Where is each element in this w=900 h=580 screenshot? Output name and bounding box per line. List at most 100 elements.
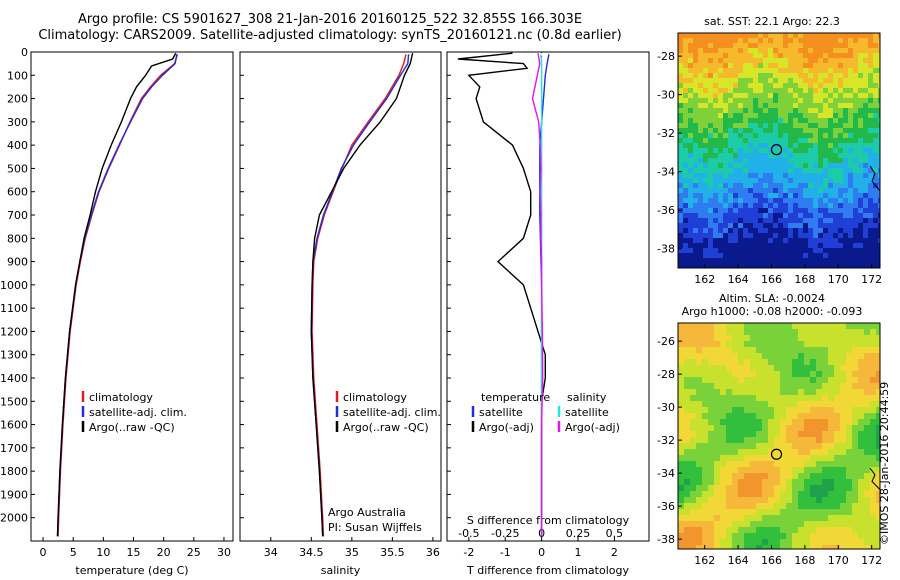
map-cell — [708, 173, 713, 178]
map-cell — [823, 148, 828, 153]
map-cell — [804, 341, 810, 347]
map-cell — [720, 407, 726, 413]
map-cell — [788, 188, 793, 193]
map-cell — [864, 533, 870, 539]
map-cell — [804, 419, 810, 425]
map-cell — [690, 449, 696, 455]
map-cell — [858, 479, 864, 485]
map-cell — [870, 485, 876, 491]
map-cell — [813, 103, 818, 108]
map-cell — [762, 419, 768, 425]
map-cell — [823, 253, 828, 258]
map-cell — [818, 123, 823, 128]
map-cell — [840, 365, 846, 371]
map-cell — [783, 53, 788, 58]
map-cell — [804, 479, 810, 485]
map-cell — [858, 173, 863, 178]
map-cell — [822, 395, 828, 401]
map-cell — [684, 437, 690, 443]
map-cell — [816, 371, 822, 377]
map-cell — [773, 118, 778, 123]
map-cell — [858, 539, 864, 545]
map-cell — [756, 449, 762, 455]
map-cell — [788, 208, 793, 213]
map-cell — [813, 228, 818, 233]
map-cell — [792, 377, 798, 383]
map-cell — [816, 359, 822, 365]
map-cell — [823, 233, 828, 238]
map-cell — [798, 413, 804, 419]
map-cell — [688, 143, 693, 148]
map-cell — [783, 248, 788, 253]
map-cell — [822, 533, 828, 539]
map-cell — [693, 223, 698, 228]
map-cell — [853, 248, 858, 253]
map-cell — [688, 118, 693, 123]
map-cell — [840, 437, 846, 443]
map-cell — [786, 389, 792, 395]
map-cell — [778, 33, 783, 38]
map-cell — [744, 443, 750, 449]
map-cell — [804, 503, 810, 509]
map-cell — [732, 455, 738, 461]
map-cell — [756, 395, 762, 401]
map-cell — [726, 479, 732, 485]
map-cell — [708, 455, 714, 461]
map-cell — [728, 228, 733, 233]
map-cell — [714, 503, 720, 509]
map-cell — [732, 413, 738, 419]
map-cell — [714, 371, 720, 377]
map-cell — [876, 413, 880, 419]
map-cell — [774, 377, 780, 383]
map-cell — [744, 365, 750, 371]
map-cell — [792, 485, 798, 491]
map-cell — [864, 377, 870, 383]
map-cell — [726, 377, 732, 383]
map-cell — [833, 33, 838, 38]
map-cell — [774, 449, 780, 455]
map-cell — [750, 521, 756, 527]
map-cell — [743, 233, 748, 238]
map-cell — [773, 93, 778, 98]
map-cell — [793, 68, 798, 73]
map-cell — [833, 58, 838, 63]
map-cell — [774, 461, 780, 467]
map-cell — [780, 323, 786, 329]
map-cell — [870, 515, 876, 521]
map-cell — [708, 43, 713, 48]
map-cell — [798, 467, 804, 473]
map-cell — [733, 103, 738, 108]
map-cell — [688, 203, 693, 208]
map-cell — [714, 365, 720, 371]
map-cell — [762, 425, 768, 431]
map-cell — [702, 401, 708, 407]
map-cell — [818, 138, 823, 143]
map-cell — [723, 243, 728, 248]
map-cell — [748, 103, 753, 108]
map-cell — [708, 515, 714, 521]
map-cell — [840, 485, 846, 491]
map-cell — [774, 455, 780, 461]
map-cell — [818, 38, 823, 43]
map-cell — [810, 545, 816, 549]
map-cell — [690, 407, 696, 413]
map-cell — [768, 218, 773, 223]
map-cell — [838, 253, 843, 258]
map-cell — [793, 243, 798, 248]
map-cell — [863, 58, 868, 63]
map-cell — [753, 73, 758, 78]
map-cell — [868, 58, 873, 63]
map-cell — [748, 213, 753, 218]
map-cell — [768, 53, 773, 58]
map-cell — [843, 53, 848, 58]
map-cell — [846, 389, 852, 395]
map-cell — [848, 53, 853, 58]
map-cell — [864, 371, 870, 377]
map-cell — [726, 353, 732, 359]
map-cell — [723, 73, 728, 78]
map-cell — [810, 377, 816, 383]
map-cell — [738, 123, 743, 128]
lon-tick-label: 166 — [761, 273, 782, 286]
map-cell — [803, 243, 808, 248]
map-cell — [838, 203, 843, 208]
